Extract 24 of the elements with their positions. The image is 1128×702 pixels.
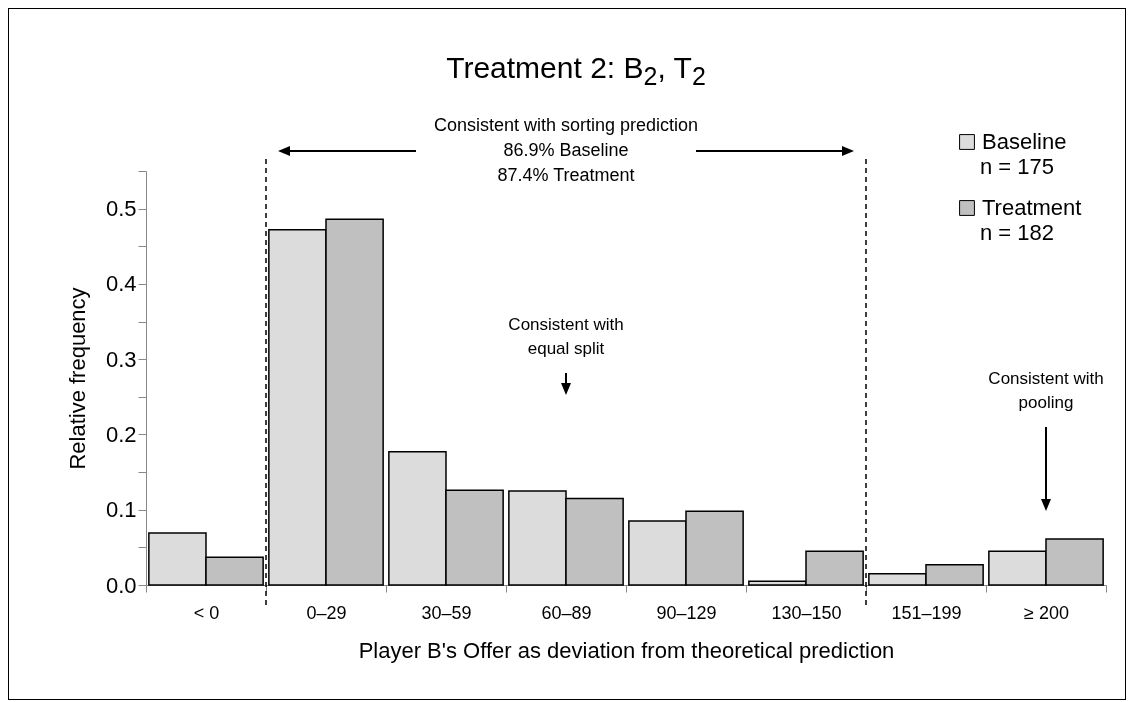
x-tick-label: 0–29	[306, 602, 347, 623]
y-tick-label: 0.2	[105, 421, 137, 447]
annotation: Consistent with equal split	[508, 315, 624, 358]
y-tick-label: 0.3	[105, 346, 137, 372]
annotation: Consistent with sorting prediction 86.9% Baseline 87.4% Treatment	[433, 115, 699, 185]
x-tick-label: < 0	[193, 602, 220, 623]
x-tick-label: 151–199	[891, 602, 962, 623]
chart-title: Treatment 2: B$_{2}$, T$_{2}$	[446, 51, 706, 91]
annotation: n = 182	[980, 220, 1055, 245]
annotation: Consistent with pooling	[988, 369, 1104, 412]
legend-label: Baseline	[982, 129, 1067, 154]
x-tick-label: ≥ 200	[1024, 602, 1069, 623]
x-axis-title: Player B's Offer as deviation from theoretical prediction	[358, 637, 895, 663]
y-axis-title: Relative frequency	[64, 287, 90, 470]
legend-label: Treatment	[982, 195, 1082, 220]
x-tick-label: 60–89	[541, 602, 592, 623]
x-tick-label: 30–59	[421, 602, 472, 623]
y-tick-label: 0.4	[105, 271, 137, 297]
annotation: n = 175	[980, 154, 1055, 179]
y-tick-label: 0.1	[105, 497, 137, 523]
y-tick-label: 0.5	[105, 196, 137, 222]
x-tick-label: 90–129	[656, 602, 717, 623]
y-tick-label: 0.0	[105, 572, 137, 598]
x-tick-label: 130–150	[771, 602, 842, 623]
